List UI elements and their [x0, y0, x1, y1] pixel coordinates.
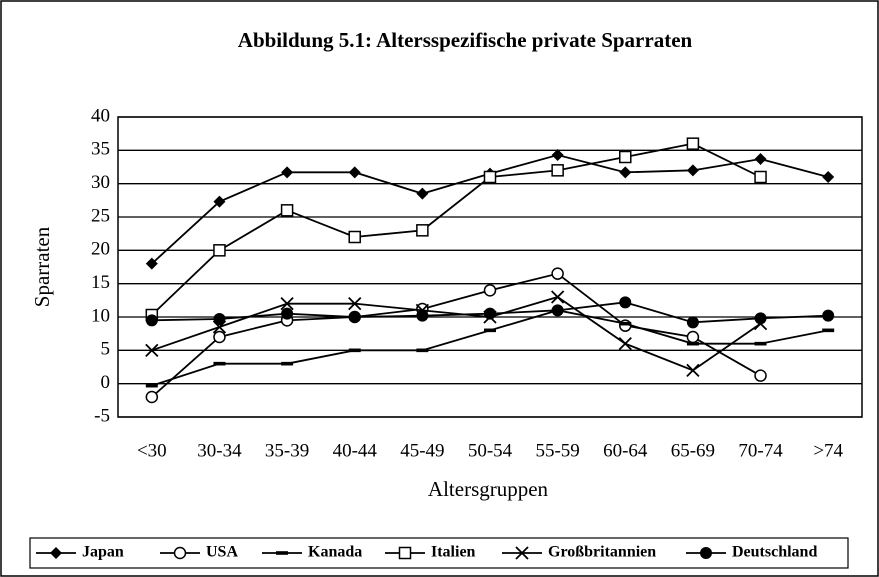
data-point	[619, 296, 632, 309]
data-point	[348, 166, 361, 179]
data-point	[348, 348, 361, 353]
x-tick-label: 40-44	[333, 440, 378, 461]
data-point	[213, 244, 226, 257]
y-tick-label: 25	[91, 205, 110, 226]
data-point	[145, 383, 158, 388]
x-tick-label: 30-34	[197, 440, 242, 461]
data-point	[754, 341, 767, 346]
data-point	[686, 341, 699, 346]
legend-label: Großbritannien	[548, 544, 656, 561]
x-tick-label: 35-39	[265, 440, 309, 461]
data-point	[754, 312, 767, 325]
legend-label: USA	[206, 544, 238, 561]
data-point	[619, 321, 632, 326]
data-point	[686, 164, 699, 177]
data-point	[280, 297, 294, 311]
series-line	[151, 272, 761, 398]
data-point	[281, 361, 294, 366]
data-point	[551, 149, 564, 161]
data-point	[145, 257, 158, 270]
data-point	[483, 170, 497, 184]
plot-border	[117, 116, 863, 418]
y-tick-label: 20	[91, 239, 110, 260]
legend-label: Japan	[82, 544, 124, 561]
data-point	[348, 297, 362, 311]
y-axis-title: Sparraten	[30, 226, 54, 307]
data-point	[551, 304, 564, 317]
data-point	[213, 195, 226, 208]
x-axis-title: Altersgruppen	[428, 477, 549, 501]
y-tick-label: 30	[91, 172, 110, 193]
data-point	[484, 328, 496, 333]
x-tick-label: 60-64	[603, 440, 648, 461]
data-point	[145, 314, 158, 327]
data-point	[551, 267, 564, 280]
data-point	[484, 307, 496, 320]
legend-marker	[173, 546, 187, 560]
y-tick-label: 0	[101, 372, 111, 393]
data-point	[619, 150, 632, 164]
y-tick-label: 5	[101, 339, 111, 360]
data-point	[686, 137, 700, 150]
legend-label: Italien	[431, 544, 476, 561]
data-point	[416, 348, 429, 353]
y-tick-label: 10	[91, 305, 110, 326]
data-point	[213, 313, 226, 325]
data-point	[754, 170, 767, 184]
data-point	[550, 290, 565, 304]
legend-marker	[515, 546, 529, 560]
legend-box	[29, 537, 849, 569]
data-point	[348, 311, 361, 323]
data-point	[686, 330, 700, 344]
series-line	[151, 296, 762, 372]
data-point	[280, 204, 294, 217]
x-tick-label: 70-74	[738, 440, 783, 461]
data-point	[619, 166, 632, 179]
legend-marker	[700, 547, 712, 559]
data-point	[145, 390, 159, 404]
data-point	[754, 153, 767, 165]
data-point	[754, 369, 767, 382]
x-tick-label: <30	[137, 440, 167, 461]
x-tick-label: 50-54	[468, 440, 513, 461]
data-point	[483, 284, 497, 297]
data-point	[213, 330, 226, 344]
x-tick-label: 45-49	[400, 440, 444, 461]
data-point	[145, 343, 159, 357]
data-point	[822, 309, 835, 322]
data-point	[416, 187, 429, 200]
data-point	[416, 224, 429, 237]
y-tick-label: 15	[91, 272, 110, 293]
data-point	[213, 361, 226, 366]
data-point	[822, 328, 835, 333]
data-point	[686, 363, 700, 377]
data-point	[281, 307, 294, 320]
data-point	[686, 316, 699, 329]
x-tick-label: 55-59	[535, 440, 579, 461]
data-point	[822, 171, 835, 183]
data-point	[551, 164, 564, 177]
legend-marker	[276, 551, 288, 555]
legend-label: Deutschland	[732, 544, 817, 561]
y-tick-label: 35	[91, 139, 110, 160]
data-point	[281, 166, 294, 179]
legend-marker	[398, 546, 412, 560]
y-tick-label: 40	[91, 105, 110, 126]
legend-marker	[50, 547, 62, 559]
y-tick-label: -5	[94, 405, 110, 426]
data-point	[348, 230, 361, 244]
data-point	[618, 337, 632, 351]
series-line	[151, 142, 761, 316]
x-tick-label: >74	[813, 440, 843, 461]
data-point	[416, 309, 429, 322]
x-tick-label: 65-69	[671, 440, 715, 461]
legend-label: Kanada	[308, 544, 362, 561]
chart-title: Abbildung 5.1: Altersspezifische private…	[238, 28, 693, 52]
